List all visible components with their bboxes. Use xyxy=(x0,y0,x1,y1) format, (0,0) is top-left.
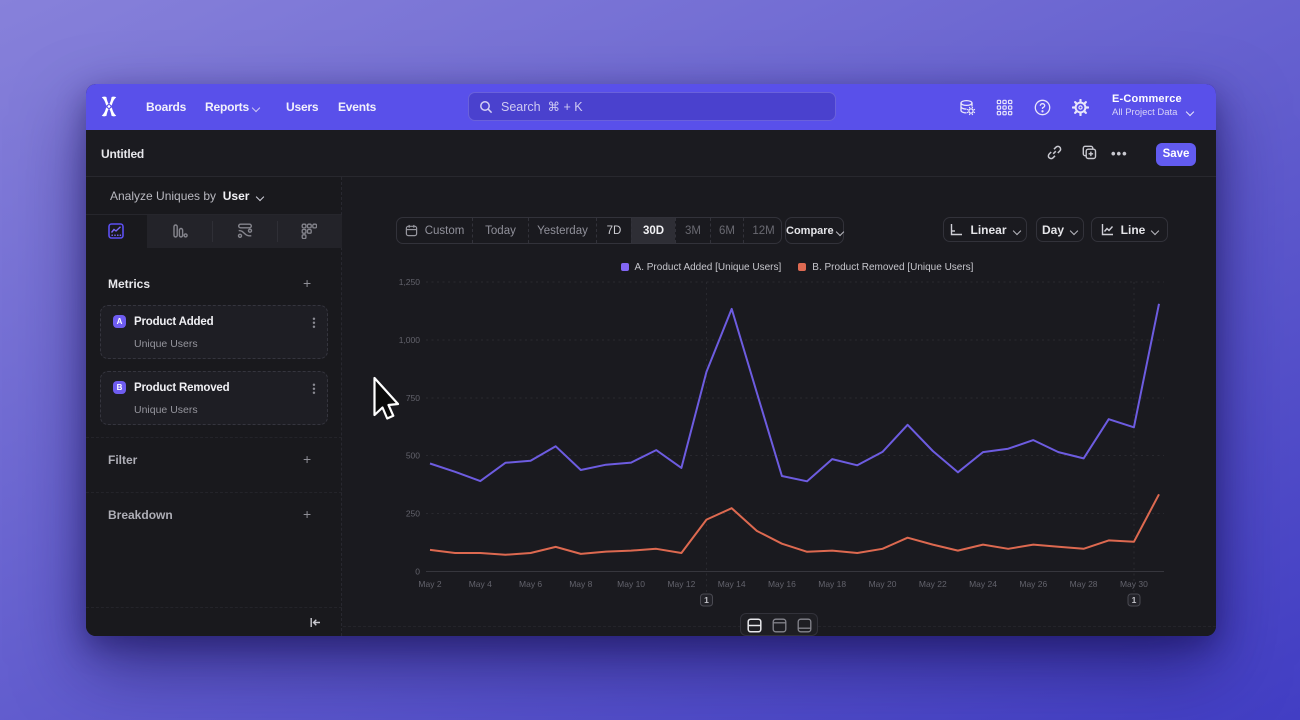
svg-text:250: 250 xyxy=(406,509,420,519)
svg-text:1,250: 1,250 xyxy=(399,277,421,287)
svg-text:0: 0 xyxy=(415,567,420,577)
svg-text:500: 500 xyxy=(406,451,420,461)
svg-text:May 14: May 14 xyxy=(718,579,746,589)
svg-text:May 8: May 8 xyxy=(569,579,592,589)
svg-text:May 16: May 16 xyxy=(768,579,796,589)
svg-text:May 20: May 20 xyxy=(869,579,897,589)
svg-text:May 18: May 18 xyxy=(818,579,846,589)
svg-text:1,000: 1,000 xyxy=(399,335,421,345)
svg-text:May 30: May 30 xyxy=(1120,579,1148,589)
svg-text:May 4: May 4 xyxy=(469,579,492,589)
svg-text:May 2: May 2 xyxy=(418,579,441,589)
svg-text:1: 1 xyxy=(1132,595,1137,605)
svg-text:750: 750 xyxy=(406,393,420,403)
svg-text:May 28: May 28 xyxy=(1070,579,1098,589)
svg-text:May 26: May 26 xyxy=(1019,579,1047,589)
svg-text:May 24: May 24 xyxy=(969,579,997,589)
svg-text:May 10: May 10 xyxy=(617,579,645,589)
svg-text:1: 1 xyxy=(704,595,709,605)
svg-text:May 6: May 6 xyxy=(519,579,542,589)
svg-text:May 22: May 22 xyxy=(919,579,947,589)
svg-text:May 12: May 12 xyxy=(667,579,695,589)
